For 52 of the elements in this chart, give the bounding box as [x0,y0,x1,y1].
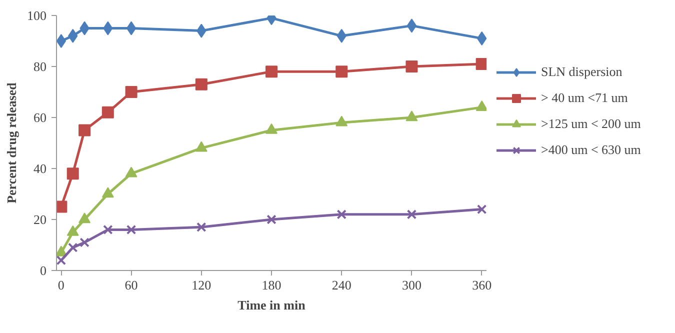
x-axis-title: Time in min [238,298,306,312]
point [56,246,68,256]
point [336,66,348,78]
x-tick-label: 0 [58,278,64,292]
x-tick-label: 240 [332,278,352,292]
point [66,225,79,236]
point [266,66,278,78]
point [66,168,79,180]
legend-label: > 40 um <71 um [541,90,628,106]
point [103,224,113,235]
y-tick-label: 60 [34,110,46,125]
y-tick-label: 100 [27,8,46,23]
point [336,210,346,220]
point [78,212,91,224]
point [125,86,138,98]
point [476,204,486,214]
point [476,58,486,70]
point [406,18,417,33]
point [102,106,114,118]
point [406,60,418,72]
point [266,214,276,224]
point [102,187,114,198]
point [476,100,486,111]
point [406,110,418,122]
x-tick-label: 180 [262,278,282,292]
y-tick-label: 40 [34,161,46,176]
point [336,116,348,126]
y-tick-label: 0 [40,263,46,278]
point [195,141,208,152]
point [78,124,91,136]
point [56,255,66,266]
x-tick-label: 300 [402,278,422,292]
legend-label: SLN dispersion [541,64,622,80]
y-tick-label: 80 [34,59,46,74]
legend-label: >400 um < 630 um [541,142,641,158]
y-axis-title: Percent drug released [4,82,19,204]
y-tick-label: 20 [34,212,46,227]
point [406,210,417,220]
point [56,200,68,213]
point [68,242,78,252]
point [266,123,278,134]
point [126,224,136,235]
point [126,21,136,36]
point [196,222,206,232]
point [195,78,208,90]
x-tick-label: 60 [124,278,138,292]
point [80,238,90,248]
x-tick-label: 120 [192,278,212,292]
legend-label: >125 um < 200 um [541,116,641,132]
point [125,166,138,178]
point [56,34,66,48]
x-tick-label: 360 [472,278,492,292]
